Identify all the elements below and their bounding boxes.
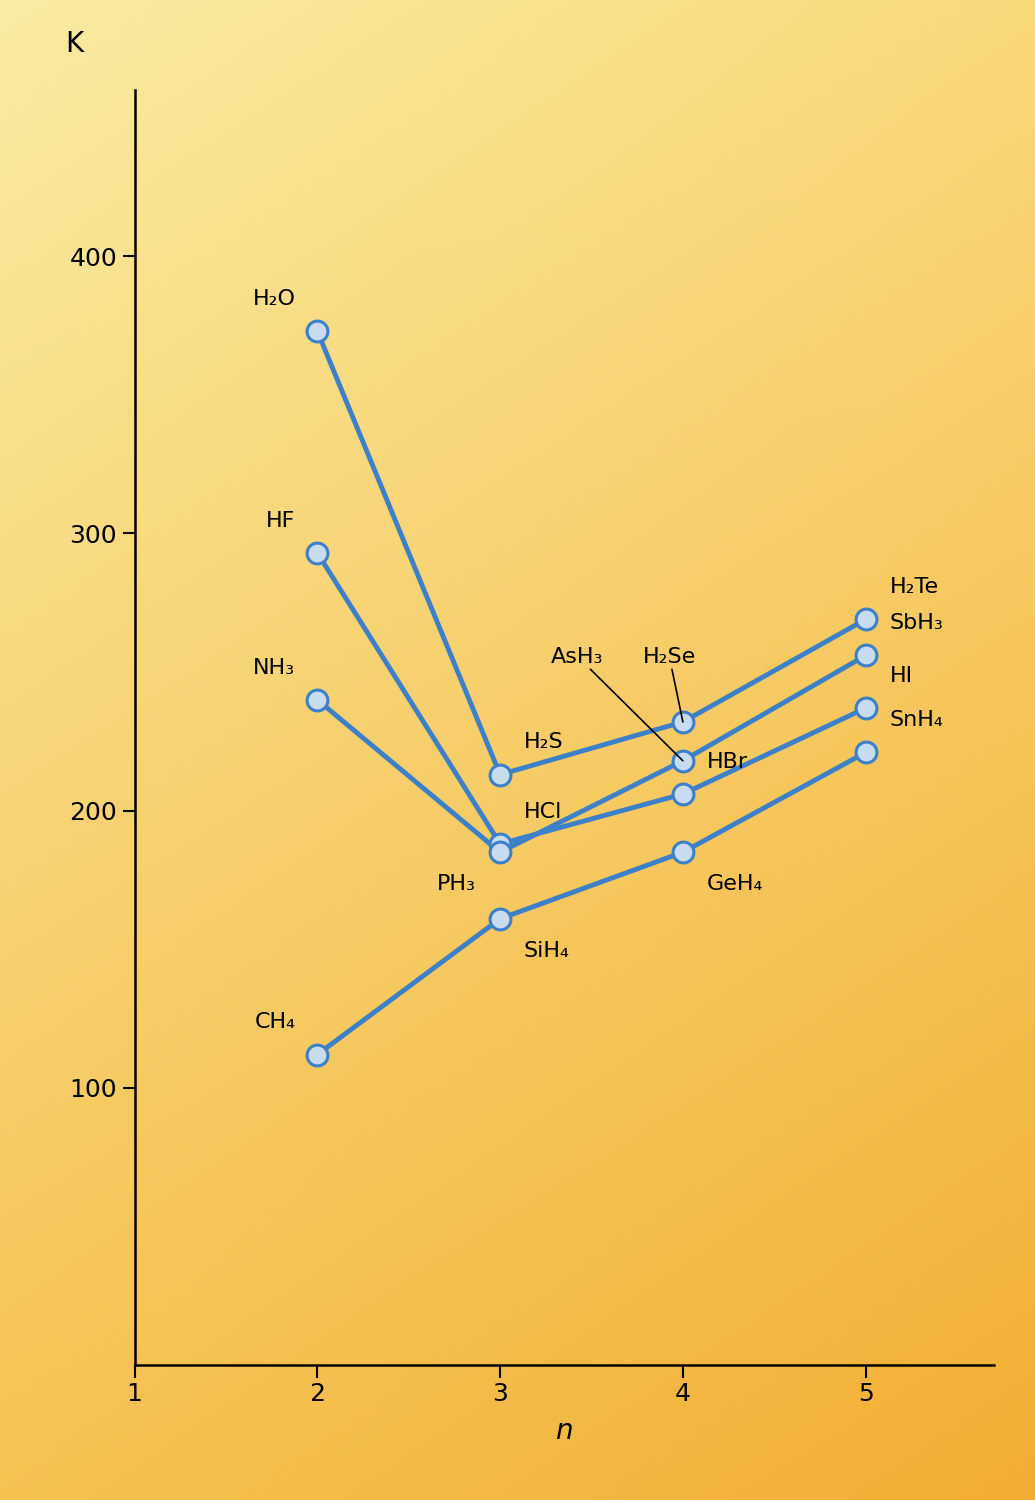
Text: H₂S: H₂S: [524, 732, 563, 753]
Text: GeH₄: GeH₄: [707, 874, 763, 894]
Text: H₂Te: H₂Te: [889, 578, 939, 597]
Text: HI: HI: [889, 666, 913, 686]
Text: SnH₄: SnH₄: [889, 711, 943, 730]
Text: PH₃: PH₃: [438, 874, 476, 894]
Text: CH₄: CH₄: [255, 1013, 295, 1032]
Text: NH₃: NH₃: [254, 657, 295, 678]
X-axis label: n: n: [555, 1418, 573, 1446]
Text: SbH₃: SbH₃: [889, 614, 943, 633]
Text: SiH₄: SiH₄: [524, 940, 569, 962]
Text: AsH₃: AsH₃: [552, 646, 683, 760]
Text: HCl: HCl: [524, 801, 562, 822]
Text: H₂Se: H₂Se: [643, 646, 696, 722]
Text: H₂O: H₂O: [253, 290, 295, 309]
Text: HF: HF: [266, 510, 295, 531]
Y-axis label: K: K: [65, 30, 84, 58]
Text: HBr: HBr: [707, 752, 747, 772]
